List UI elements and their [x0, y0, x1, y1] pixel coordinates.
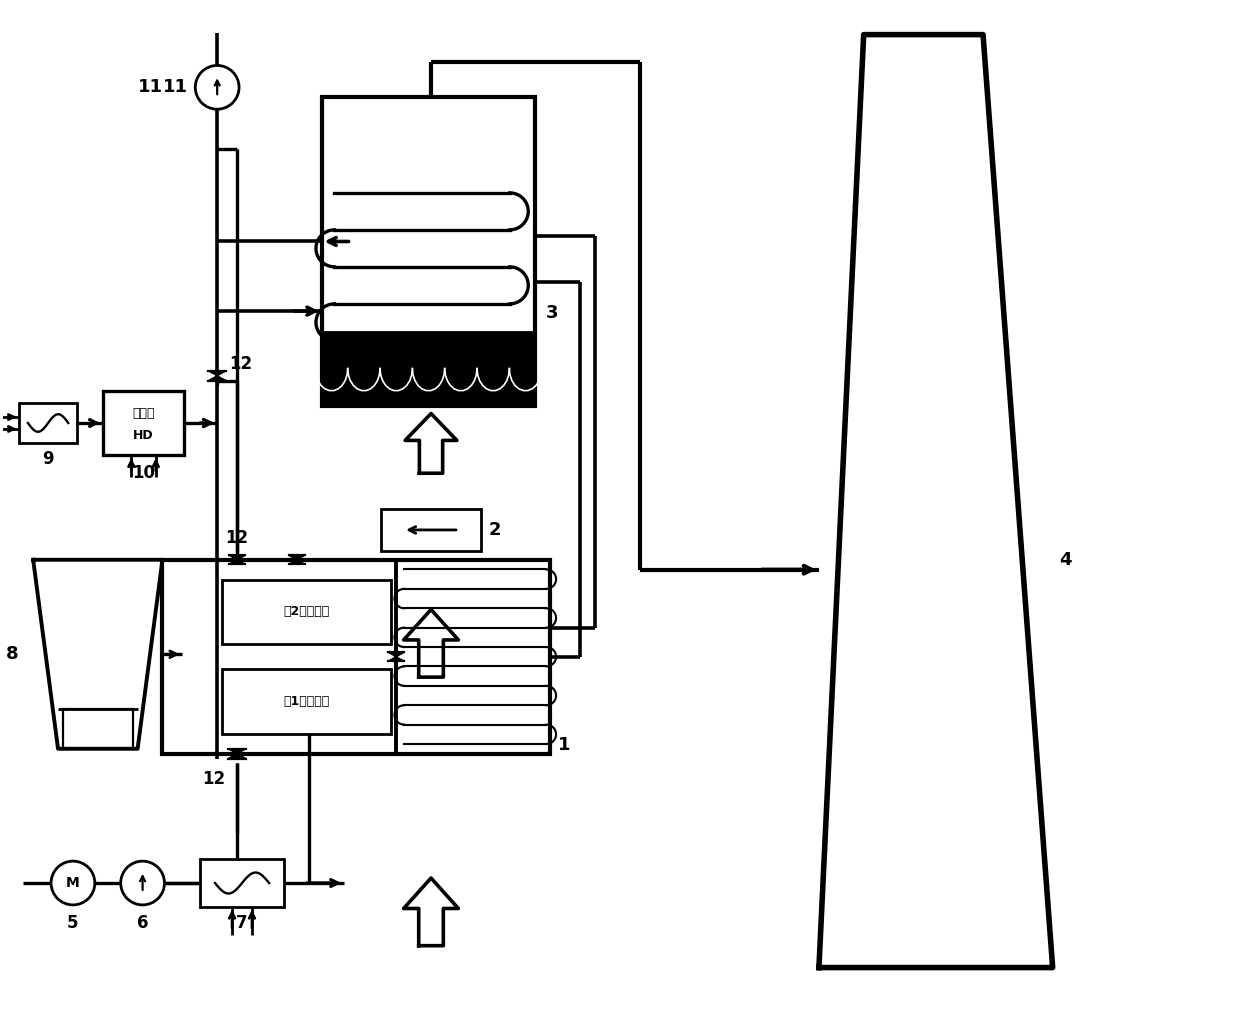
Text: 1: 1: [558, 735, 570, 754]
Text: 6: 6: [136, 914, 149, 932]
Text: 10: 10: [133, 464, 155, 482]
Polygon shape: [818, 35, 1053, 968]
Polygon shape: [404, 878, 459, 945]
Polygon shape: [228, 754, 246, 758]
Text: 11: 11: [138, 79, 162, 96]
Circle shape: [51, 862, 94, 905]
Polygon shape: [33, 560, 162, 749]
Text: 12: 12: [229, 354, 252, 373]
Text: 9: 9: [42, 449, 53, 468]
Bar: [200, 859, 284, 907]
Polygon shape: [388, 653, 404, 657]
Text: 除氧器: 除氧器: [133, 407, 155, 419]
Text: M: M: [66, 876, 79, 890]
Bar: [381, 509, 481, 551]
Bar: [20, 403, 77, 443]
Polygon shape: [229, 560, 246, 564]
Polygon shape: [289, 560, 305, 564]
Bar: [63, 709, 133, 749]
Text: 8: 8: [6, 646, 19, 663]
Text: 7: 7: [237, 914, 248, 932]
Bar: [222, 580, 392, 645]
Polygon shape: [405, 413, 456, 473]
Text: 第1级换热器: 第1级换热器: [284, 695, 330, 708]
Polygon shape: [208, 371, 226, 376]
Bar: [222, 669, 392, 733]
Polygon shape: [289, 556, 305, 560]
Circle shape: [120, 862, 165, 905]
Text: 12: 12: [226, 529, 249, 546]
Polygon shape: [208, 376, 226, 381]
Bar: [321, 332, 536, 406]
Polygon shape: [388, 657, 404, 661]
Text: 2: 2: [489, 521, 501, 539]
Bar: [103, 390, 185, 456]
Polygon shape: [229, 556, 246, 560]
Text: 4: 4: [1060, 551, 1073, 569]
Polygon shape: [404, 609, 459, 677]
Text: 12: 12: [202, 770, 226, 787]
Polygon shape: [228, 749, 246, 754]
Text: 5: 5: [67, 914, 78, 932]
Bar: [162, 560, 551, 754]
Text: HD: HD: [133, 430, 154, 442]
Text: 11: 11: [162, 79, 187, 96]
Circle shape: [195, 65, 239, 109]
Text: 3: 3: [546, 304, 558, 322]
Bar: [321, 97, 536, 406]
Text: 第2级换热器: 第2级换热器: [284, 605, 330, 619]
